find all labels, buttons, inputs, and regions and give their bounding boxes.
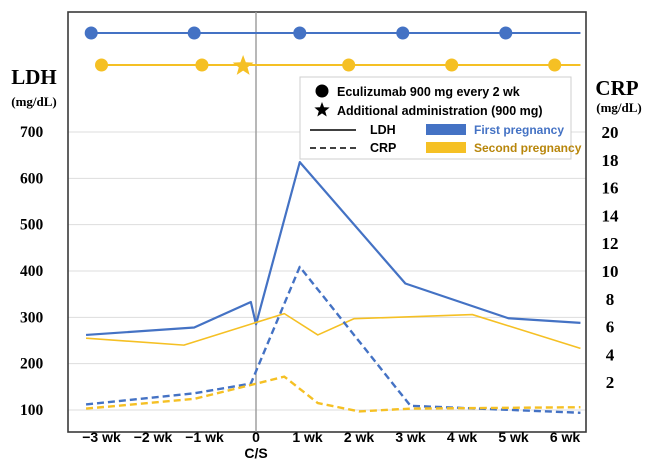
- ldh-series-second: [85, 312, 581, 350]
- dose-marker-first: [187, 26, 201, 40]
- crp-tick-label: 10: [602, 262, 619, 281]
- dose-marker-second: [548, 58, 562, 72]
- crp-tick-label: 18: [602, 151, 619, 170]
- dose-marker-second: [342, 58, 356, 72]
- legend-circle-marker: [315, 84, 329, 98]
- crp-axis-title: CRP: [595, 76, 638, 100]
- week-tick-label: −3 wk: [82, 429, 121, 445]
- legend-star-marker: [314, 102, 330, 117]
- legend-ldh-label: LDH: [370, 123, 396, 137]
- crp-series-first: [85, 265, 581, 414]
- additional-dose-star: [232, 55, 254, 75]
- cs-event-label: C/S: [244, 445, 267, 461]
- week-tick-label: −1 wk: [185, 429, 224, 445]
- legend-additional-label: Additional administration (900 mg): [337, 104, 543, 118]
- dosing-layer: [84, 26, 581, 75]
- crp-series-second: [85, 375, 581, 413]
- ldh-tick-label: 200: [20, 356, 44, 373]
- legend-eculizumab-label: Eculizumab 900 mg every 2 wk: [337, 85, 520, 99]
- ldh-tick-label: 300: [20, 309, 44, 326]
- week-axis: C/S −3 wk −2 wk −1 wk 0 1 wk 2 wk 3 wk 4 wk 5 wk…: [82, 429, 580, 461]
- crp-axis-unit: (mg/dL): [596, 100, 642, 115]
- dose-marker-first: [499, 26, 513, 40]
- ldh-tick-label: 400: [20, 263, 44, 280]
- ldh-tick-label: 100: [20, 402, 44, 419]
- week-tick-label: −2 wk: [134, 429, 173, 445]
- ldh-axis-title: LDH: [11, 65, 57, 89]
- dose-marker-second: [445, 58, 459, 72]
- dose-marker-first: [293, 26, 307, 40]
- legend-crp-label: CRP: [370, 141, 396, 155]
- week-tick-label: 3 wk: [395, 429, 426, 445]
- week-tick-label: 5 wk: [498, 429, 529, 445]
- crp-tick-label: 6: [606, 318, 615, 337]
- plot-frame: [67, 11, 587, 433]
- legend-first-swatch: [426, 124, 466, 135]
- gridlines: [68, 131, 586, 411]
- legend-first-label: First pregnancy: [474, 123, 564, 137]
- week-tick-label: 4 wk: [447, 429, 478, 445]
- week-tick-label: 6 wk: [550, 429, 581, 445]
- ldh-axis: LDH (mg/dL) 100 200 300 400 500 600 700: [11, 65, 57, 419]
- crp-tick-label: 14: [602, 206, 620, 225]
- crp-tick-label: 2: [606, 373, 615, 392]
- week-tick-label: 0: [252, 429, 260, 445]
- crp-tick-label: 8: [606, 290, 615, 309]
- ldh-axis-unit: (mg/dL): [11, 94, 57, 109]
- week-tick-label: 2 wk: [344, 429, 375, 445]
- dose-marker-first: [396, 26, 410, 40]
- week-tick-label: 1 wk: [292, 429, 323, 445]
- crp-axis: CRP (mg/dL) 2 4 6 8 10 12 14 16 18 20: [595, 76, 641, 392]
- ldh-tick-label: 700: [20, 124, 44, 141]
- legend-second-label: Second pregnancy: [474, 141, 582, 155]
- crp-tick-label: 16: [602, 179, 619, 198]
- legend-second-swatch: [426, 142, 466, 153]
- dose-marker-second: [95, 58, 108, 72]
- ldh-series-first: [85, 161, 581, 337]
- crp-tick-label: 20: [602, 123, 619, 142]
- legend: Eculizumab 900 mg every 2 wk Additional …: [299, 76, 582, 160]
- series-layer: [85, 161, 581, 414]
- dose-marker-second: [195, 58, 209, 72]
- ldh-tick-label: 500: [20, 217, 44, 234]
- dose-marker-first: [84, 26, 98, 40]
- crp-tick-label: 4: [606, 345, 615, 364]
- crp-tick-label: 12: [602, 234, 619, 253]
- ldh-tick-label: 600: [20, 170, 44, 187]
